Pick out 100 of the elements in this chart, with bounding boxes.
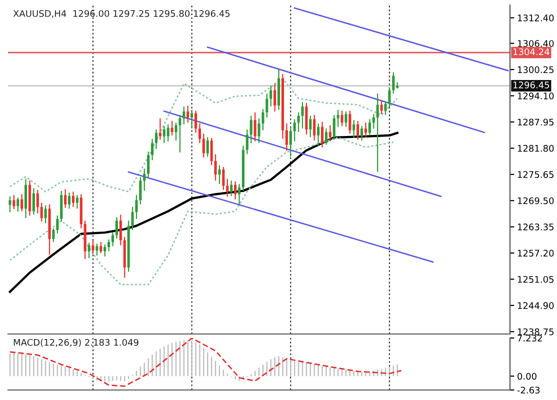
candlestick xyxy=(20,194,24,212)
candlestick xyxy=(372,114,375,130)
y-tick-label: 1263.35 xyxy=(518,224,554,230)
candlestick xyxy=(324,128,328,146)
y-tick-label: 7.232 xyxy=(518,334,542,342)
candlestick xyxy=(380,100,383,115)
candlestick xyxy=(328,124,332,142)
candlestick xyxy=(352,120,356,139)
candlestick xyxy=(32,188,35,216)
candlestick xyxy=(64,188,67,208)
candlestick xyxy=(147,151,150,178)
chart-title: MACD(12,26,9) 2.183 1.049 xyxy=(14,338,138,347)
chart-title: XAUUSD,H4 1296.00 1297.25 1295.80 1296.45 xyxy=(13,10,230,18)
candlestick xyxy=(297,112,300,133)
candlestick xyxy=(368,118,371,136)
candlestick xyxy=(119,214,122,246)
candlestick xyxy=(246,128,248,155)
candlestick xyxy=(262,108,264,131)
candlestick xyxy=(285,122,288,152)
y-tick-label: 1306.40 xyxy=(518,40,554,47)
candlestick xyxy=(150,138,154,161)
candlestick xyxy=(250,115,252,144)
y-tick-label: 1257.20 xyxy=(518,250,554,257)
candlestick xyxy=(111,232,114,247)
candlestick xyxy=(139,176,142,205)
candlestick xyxy=(108,238,110,252)
y-tick-label: 1244.90 xyxy=(518,302,554,310)
candlestick xyxy=(313,114,316,142)
candlestick xyxy=(162,125,166,144)
candlestick xyxy=(305,102,308,136)
line-series xyxy=(9,338,402,387)
candlestick xyxy=(309,115,312,138)
candlestick xyxy=(364,122,368,138)
candlestick xyxy=(135,194,138,220)
candlestick xyxy=(218,164,221,185)
candlestick xyxy=(40,202,43,222)
candlestick xyxy=(56,214,59,234)
candlestick xyxy=(340,110,344,127)
candlestick xyxy=(154,128,158,150)
candlestick xyxy=(88,242,90,259)
candlestick xyxy=(266,93,268,118)
ref-line-label: 1304.24 xyxy=(514,48,550,56)
candlestick xyxy=(293,118,296,142)
y-tick-label: 1287.95 xyxy=(518,118,554,126)
candlestick xyxy=(36,189,39,214)
candlestick xyxy=(52,228,55,243)
candlestick xyxy=(254,112,256,142)
y-tick-label: 0.00 xyxy=(518,372,536,380)
y-tick-label: -2.63 xyxy=(517,386,540,394)
candlestick xyxy=(72,191,75,208)
candlestick xyxy=(60,190,63,222)
candlestick xyxy=(258,118,260,144)
candlestick xyxy=(320,121,324,148)
candlestick xyxy=(24,178,28,219)
candlestick xyxy=(360,125,364,142)
candlestick xyxy=(317,122,320,146)
candlestick xyxy=(376,93,379,173)
candlestick xyxy=(301,102,304,130)
candlestick xyxy=(356,120,360,140)
candlestick xyxy=(115,216,118,240)
candlestick xyxy=(222,166,225,191)
candlestick xyxy=(170,120,174,136)
candlestick xyxy=(194,110,198,134)
y-tick-label: 1238.75 xyxy=(518,328,554,336)
candlestick xyxy=(104,244,106,257)
candlestick xyxy=(16,197,20,212)
line-series xyxy=(9,78,398,192)
candlestick xyxy=(166,124,170,142)
candlestick xyxy=(131,206,134,231)
candlestick xyxy=(206,136,209,158)
candlestick xyxy=(344,110,348,128)
candlestick xyxy=(174,122,178,142)
candlestick xyxy=(100,241,102,254)
candlestick xyxy=(274,82,276,112)
candlestick xyxy=(234,180,237,200)
candlestick xyxy=(348,110,352,134)
candlestick xyxy=(158,118,162,140)
candlestick xyxy=(238,183,241,205)
y-tick-label: 1275.65 xyxy=(518,171,554,178)
candlestick xyxy=(68,192,71,210)
candlestick xyxy=(186,105,190,124)
ref-line-label: 1296.45 xyxy=(514,82,550,88)
candlestick xyxy=(198,122,201,144)
candlestick xyxy=(143,168,146,192)
candlestick xyxy=(12,194,16,210)
candlestick xyxy=(202,133,205,158)
y-tick-label: 1281.80 xyxy=(518,144,554,152)
candlestick xyxy=(96,243,98,256)
candlestick xyxy=(178,114,182,154)
y-tick-label: 1300.25 xyxy=(518,66,554,74)
candlestick xyxy=(384,100,387,116)
candlestick xyxy=(214,154,217,182)
y-tick-label: 1269.50 xyxy=(518,197,554,204)
candlestick xyxy=(210,137,213,166)
candlestick xyxy=(8,196,12,213)
candlestick xyxy=(230,180,233,196)
candlestick xyxy=(226,178,229,198)
candlestick xyxy=(270,85,272,107)
candlestick xyxy=(336,109,340,128)
candlestick xyxy=(44,204,47,224)
